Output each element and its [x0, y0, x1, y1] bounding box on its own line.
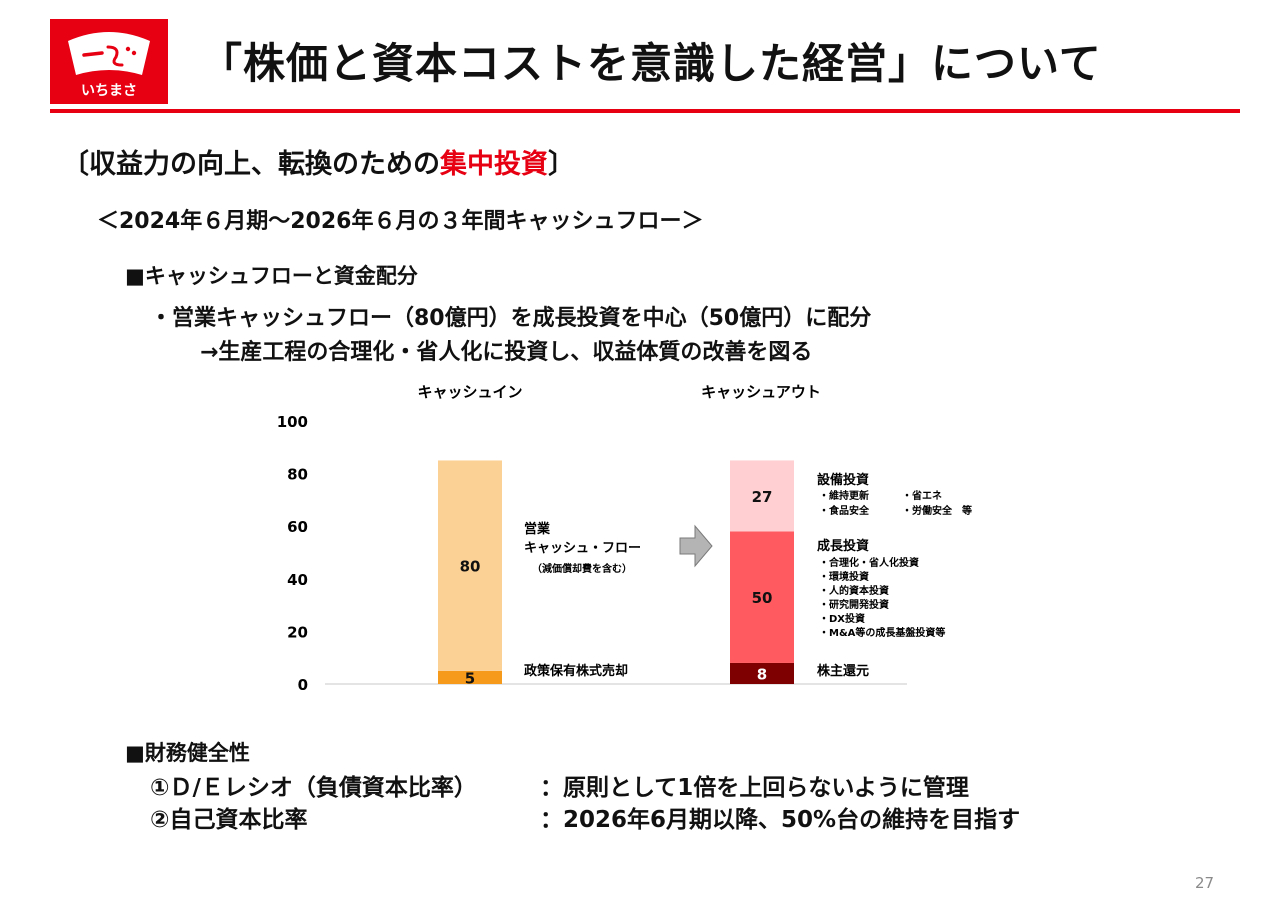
return-title: 株主還元 [817, 663, 869, 679]
page-title: 「株価と資本コストを意識した経営」について [200, 39, 1102, 88]
bar-value-label: 27 [752, 488, 773, 506]
section-heading: 〔収益力の向上、転換のための集中投資〕 [62, 142, 575, 181]
capex-title: 設備投資 [817, 472, 869, 488]
cashflow-heading: ■キャッシュフローと資金配分 [125, 264, 418, 288]
growth-item-4: ・研究開発投資 [819, 598, 889, 611]
growth-item-2: ・環境投資 [819, 570, 869, 583]
category-label-cash-out: キャッシュアウト [701, 383, 821, 401]
y-tick-label: 20 [287, 623, 308, 641]
equity-ratio-value: ：2026年6月期以降、50%台の維持を目指す [540, 807, 1021, 833]
page-number: 27 [1195, 874, 1215, 892]
bar-segment-政策保有株式売却 [438, 670, 502, 684]
bar-segment-成長投資 [730, 531, 794, 663]
bar-segment-営業キャッシュ・フロー [438, 460, 502, 671]
logo-text: いちまさ [81, 83, 137, 99]
cashflow-line-1: ・営業キャッシュフロー（80億円）を成長投資を中心（50億円）に配分 [150, 306, 872, 331]
operating-cf-label-1: 営業 [524, 521, 551, 537]
right-arrow-icon [679, 524, 713, 568]
capex-item-1: ・維持更新 [819, 489, 869, 502]
bar-value-label: 80 [460, 558, 481, 576]
bar-value-label: 5 [465, 669, 475, 687]
capex-item-4: ・労働安全 等 [902, 504, 972, 517]
bar-value-label: 8 [757, 665, 767, 683]
logo-mark-icon: いちまさ [68, 32, 150, 99]
growth-item-1: ・合理化・省人化投資 [819, 556, 919, 569]
financial-heading: ■財務健全性 [125, 741, 250, 765]
operating-cf-note: （減価償却費を含む） [532, 562, 632, 575]
capex-item-2: ・省エネ [902, 489, 942, 502]
growth-item-6: ・M&A等の成長基盤投資等 [819, 626, 945, 639]
de-ratio-label: ①Ｄ/Ｅレシオ（負債資本比率） [150, 775, 477, 801]
bar-segment-設備投資 [730, 460, 794, 532]
section-heading-suffix: 〕 [548, 149, 575, 180]
cashflow-chart: キャッシュイン キャッシュアウト 0 20 40 60 80 100 5 80 8 50 27 営… [250, 375, 1010, 705]
growth-title: 成長投資 [817, 538, 869, 554]
y-tick-label: 40 [287, 571, 308, 589]
de-ratio-value: ：原則として1倍を上回らないように管理 [540, 775, 969, 801]
growth-item-5: ・DX投資 [819, 612, 865, 625]
y-tick-label: 60 [287, 518, 308, 536]
growth-item-3: ・人的資本投資 [819, 584, 889, 597]
y-tick-label: 80 [287, 466, 308, 484]
title-divider [50, 109, 1240, 113]
operating-cf-label-2: キャッシュ・フロー [524, 541, 641, 556]
y-tick-label: 100 [277, 413, 308, 431]
equity-ratio-label: ②自己資本比率 [150, 807, 308, 833]
capex-item-3: ・食品安全 [819, 504, 870, 517]
cashflow-line-2: →生産工程の合理化・省人化に投資し、収益体質の改善を図る [200, 340, 813, 365]
bar-value-label: 50 [752, 589, 773, 607]
bar-segment-株主還元 [730, 662, 794, 684]
period-heading: ＜2024年６月期～2026年６月の３年間キャッシュフロー＞ [97, 209, 704, 234]
category-label-cash-in: キャッシュイン [417, 383, 522, 401]
stock-sale-label: 政策保有株式売却 [524, 663, 628, 679]
y-tick-label: 0 [298, 676, 308, 694]
section-heading-highlight: 集中投資 [440, 149, 548, 180]
company-logo: いちまさ [50, 19, 168, 104]
section-heading-prefix: 〔収益力の向上、転換のための [62, 149, 440, 180]
